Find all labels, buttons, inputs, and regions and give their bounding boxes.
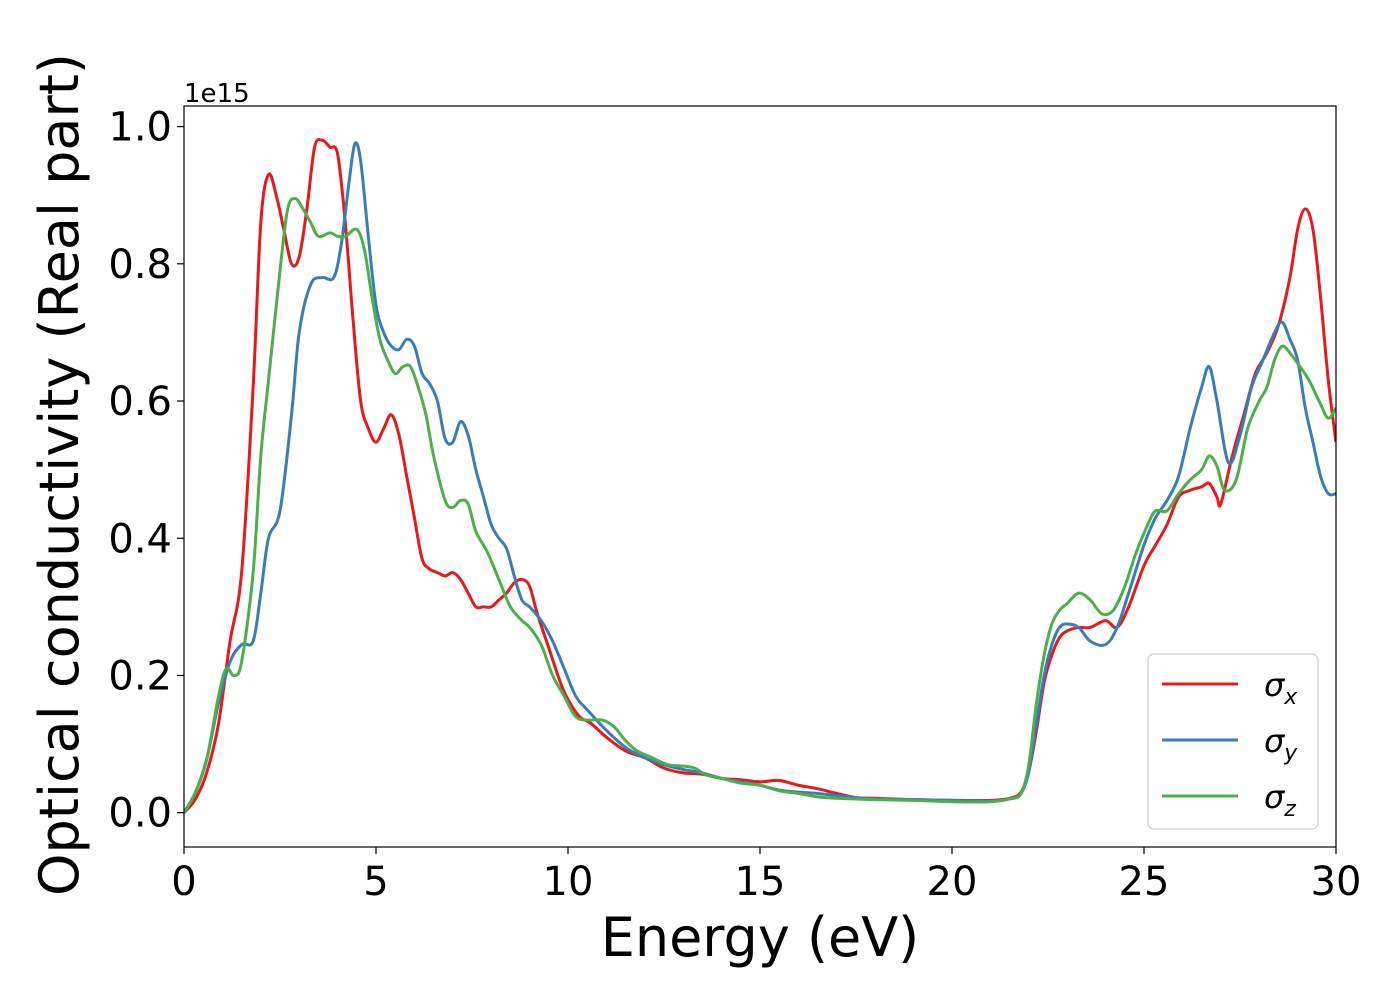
x-tick-label: 15 (735, 859, 786, 905)
y-axis-ticks: 0.0 0.2 0.4 0.6 0.8 1.0 (108, 105, 184, 837)
x-axis-ticks: 0 5 10 15 20 25 30 (171, 847, 1361, 905)
y-axis-label: Optical conductivity (Real part) (28, 53, 91, 896)
x-tick-label: 5 (363, 859, 388, 905)
legend-label-x: σx (1264, 666, 1298, 710)
x-tick-label: 10 (543, 859, 594, 905)
y-tick-label: 0.4 (108, 516, 172, 562)
x-axis-label: Energy (eV) (601, 906, 920, 969)
y-offset-label: 1e15 (184, 79, 250, 109)
y-tick-label: 0.2 (108, 653, 172, 699)
y-tick-label: 0.6 (108, 379, 172, 425)
legend: σx σy σz (1147, 653, 1319, 830)
y-tick-label: 1.0 (108, 105, 172, 151)
series-line-y (184, 141, 1336, 814)
series-line-z (184, 197, 1336, 814)
y-tick-label: 0.8 (108, 242, 172, 288)
x-tick-label: 0 (171, 859, 196, 905)
x-tick-label: 20 (927, 859, 978, 905)
x-tick-label: 25 (1119, 859, 1170, 905)
legend-label-z: σz (1264, 778, 1296, 822)
x-tick-label: 30 (1311, 859, 1362, 905)
series-layer (184, 137, 1336, 814)
legend-label-y: σy (1264, 722, 1298, 766)
y-tick-label: 0.0 (108, 791, 172, 837)
series-line-x (184, 137, 1336, 814)
